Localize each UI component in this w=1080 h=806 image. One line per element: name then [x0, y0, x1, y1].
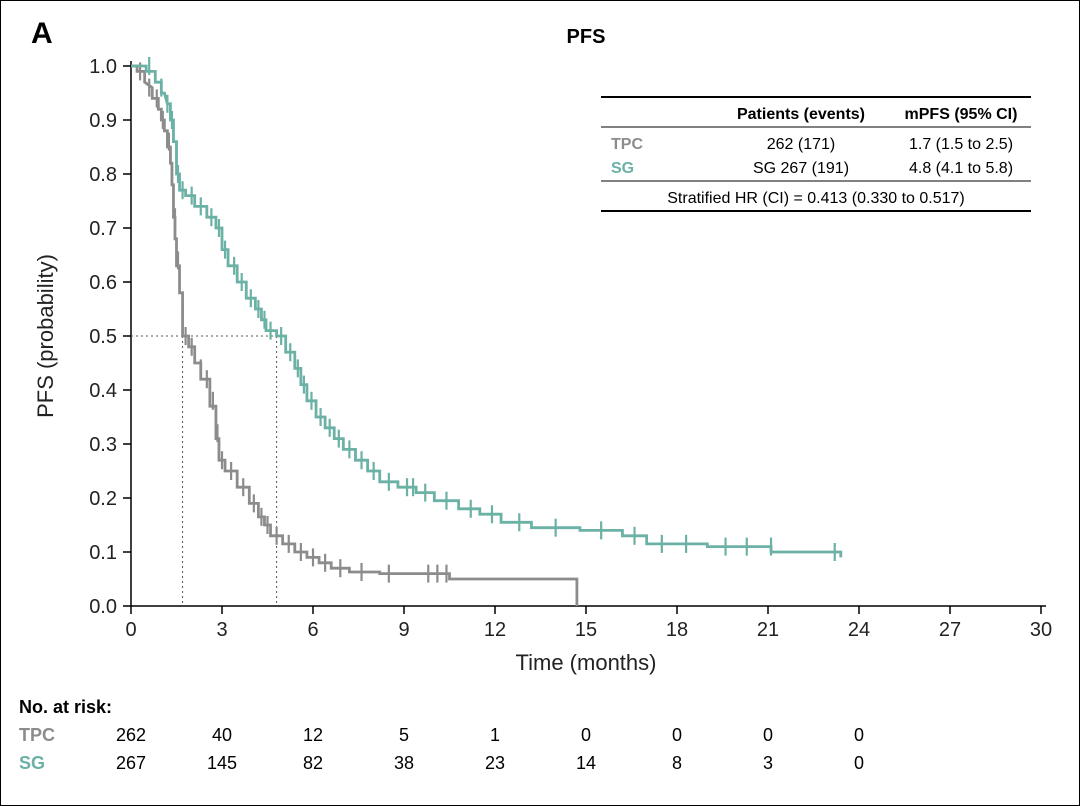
y-tick-label: 0.1 — [89, 542, 117, 564]
legend-patients: SG 267 (191) — [753, 160, 849, 177]
risk-value: 0 — [854, 725, 864, 745]
y-tick-label: 0.2 — [89, 488, 117, 510]
x-tick-label: 3 — [216, 619, 227, 641]
y-tick-label: 0.0 — [89, 596, 117, 618]
y-tick-label: 0.7 — [89, 218, 117, 240]
risk-value: 267 — [116, 753, 146, 773]
y-axis-label: PFS (probability) — [33, 254, 58, 418]
y-tick-label: 0.9 — [89, 110, 117, 132]
risk-value: 8 — [672, 753, 682, 773]
x-tick-label: 18 — [666, 619, 688, 641]
x-tick-label: 0 — [125, 619, 136, 641]
legend-group: SG — [611, 160, 634, 177]
legend-footer: Stratified HR (CI) = 0.413 (0.330 to 0.5… — [667, 190, 964, 207]
risk-value: 14 — [576, 753, 596, 773]
y-tick-label: 0.8 — [89, 164, 117, 186]
panel-letter: A — [31, 17, 53, 50]
risk-value: 145 — [207, 753, 237, 773]
x-tick-label: 21 — [757, 619, 779, 641]
risk-value: 82 — [303, 753, 323, 773]
legend-col-mpfs: mPFS (95% CI) — [905, 106, 1018, 123]
figure-container: A PFS 0.0 0.1 0.2 0.3 0.4 0.5 0.6 0.7 0.8 0.9 1.0 0 3 6… — [0, 0, 1080, 806]
y-tick-label: 0.4 — [89, 380, 117, 402]
x-tick-label: 30 — [1030, 619, 1052, 641]
risk-value: 0 — [763, 725, 773, 745]
x-tick-label: 9 — [398, 619, 409, 641]
risk-value: 23 — [485, 753, 505, 773]
risk-value: 12 — [303, 725, 323, 745]
x-tick-label: 27 — [939, 619, 961, 641]
risk-value: 38 — [394, 753, 414, 773]
chart-title: PFS — [567, 26, 606, 48]
y-tick-label: 0.3 — [89, 434, 117, 456]
risk-value: 0 — [581, 725, 591, 745]
y-tick-label: 1.0 — [89, 56, 117, 78]
legend-col-patients: Patients (events) — [737, 106, 865, 123]
risk-title: No. at risk: — [19, 697, 112, 717]
risk-group: TPC — [19, 725, 55, 745]
x-tick-label: 15 — [575, 619, 597, 641]
risk-value: 0 — [854, 753, 864, 773]
y-tick-label: 0.5 — [89, 326, 117, 348]
risk-value: 262 — [116, 725, 146, 745]
x-tick-label: 12 — [484, 619, 506, 641]
legend-mpfs: 4.8 (4.1 to 5.8) — [909, 160, 1013, 177]
legend-group: TPC — [611, 136, 643, 153]
risk-value: 1 — [490, 725, 500, 745]
x-tick-label: 24 — [848, 619, 870, 641]
legend-patients: 262 (171) — [767, 136, 836, 153]
km-plot-svg: A PFS 0.0 0.1 0.2 0.3 0.4 0.5 0.6 0.7 0.8 0.9 1.0 0 3 6… — [1, 1, 1079, 805]
y-tick-label: 0.6 — [89, 272, 117, 294]
x-axis-label: Time (months) — [516, 650, 657, 675]
risk-value: 0 — [672, 725, 682, 745]
risk-group: SG — [19, 753, 45, 773]
risk-value: 40 — [212, 725, 232, 745]
risk-value: 3 — [763, 753, 773, 773]
legend-mpfs: 1.7 (1.5 to 2.5) — [909, 136, 1013, 153]
x-tick-label: 6 — [307, 619, 318, 641]
risk-value: 5 — [399, 725, 409, 745]
